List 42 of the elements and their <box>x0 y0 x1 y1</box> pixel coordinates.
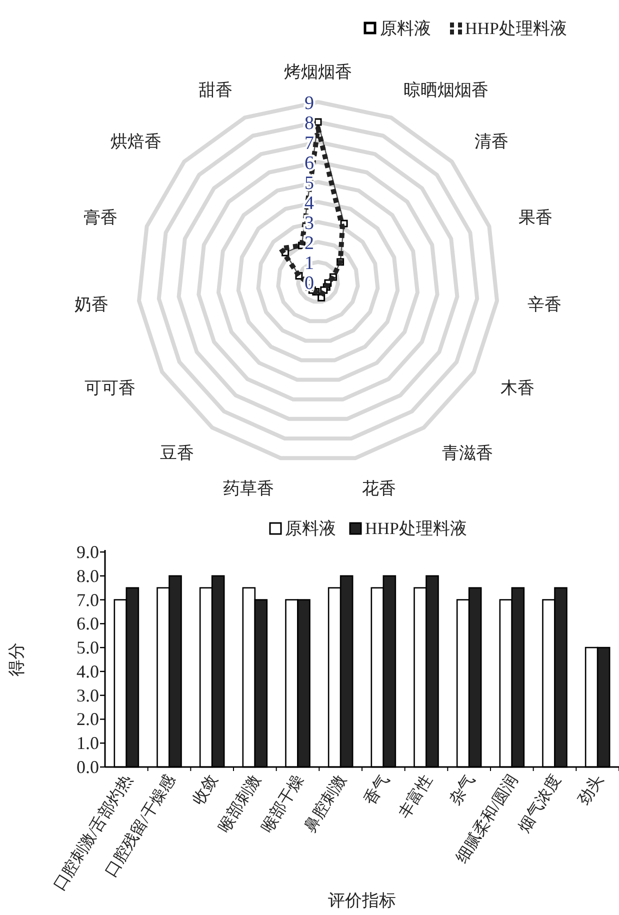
y-tick-label: 7.0 <box>76 590 99 610</box>
x-tick-label: 收敛 <box>190 772 222 808</box>
legend-label: 原料液 <box>285 519 336 538</box>
y-tick-label: 9.0 <box>76 542 99 562</box>
y-tick-label: 2 <box>304 233 314 254</box>
spoke-label: 烘焙香 <box>110 132 162 152</box>
spoke-label: 奶香 <box>74 295 109 314</box>
y-tick-label: 1.0 <box>76 733 99 754</box>
legend-item: HHP处理料液 <box>349 519 468 538</box>
legend-item: 原料液 <box>364 19 431 38</box>
y-tick-label: 7 <box>304 133 314 154</box>
y-tick-label: 3 <box>304 213 314 234</box>
y-tick-label: 6.0 <box>76 614 99 634</box>
spoke-label: 木香 <box>500 378 534 398</box>
spoke-label: 果香 <box>518 208 552 227</box>
x-tick-label: 劲头 <box>574 772 607 808</box>
y-axis-title: 得分 <box>7 642 26 676</box>
spoke-label: 烤烟烟香 <box>284 62 352 82</box>
x-tick-label: 杂气 <box>446 772 478 808</box>
y-tick-label: 3.0 <box>76 685 99 706</box>
y-tick-label: 8 <box>304 113 314 134</box>
y-tick-label: 4.0 <box>76 661 99 682</box>
spoke-label: 膏香 <box>84 208 118 227</box>
x-axis-title: 评价指标 <box>328 891 396 910</box>
spoke-label: 可可香 <box>84 378 136 398</box>
spoke-label: 晾晒烟烟香 <box>404 80 489 100</box>
spoke-label: 辛香 <box>527 295 562 314</box>
y-tick-label: 5.0 <box>76 638 99 658</box>
y-tick-label: 1 <box>304 253 314 274</box>
spoke-label: 清香 <box>474 132 509 152</box>
spoke-label: 药草香 <box>223 479 274 498</box>
spoke-label: 豆香 <box>160 443 194 462</box>
y-tick-label: 2.0 <box>76 709 99 730</box>
legend-item: 原料液 <box>269 519 336 538</box>
y-tick-label: 9 <box>304 93 314 114</box>
x-tick-label: 香气 <box>360 772 393 808</box>
y-tick-label: 0.0 <box>76 757 99 777</box>
spoke-label: 花香 <box>362 479 396 498</box>
spoke-label: 青滋香 <box>442 443 493 462</box>
y-tick-label: 8.0 <box>76 566 99 586</box>
x-tick-label: 丰富性 <box>394 772 436 822</box>
spoke-label: 甜香 <box>198 80 232 100</box>
